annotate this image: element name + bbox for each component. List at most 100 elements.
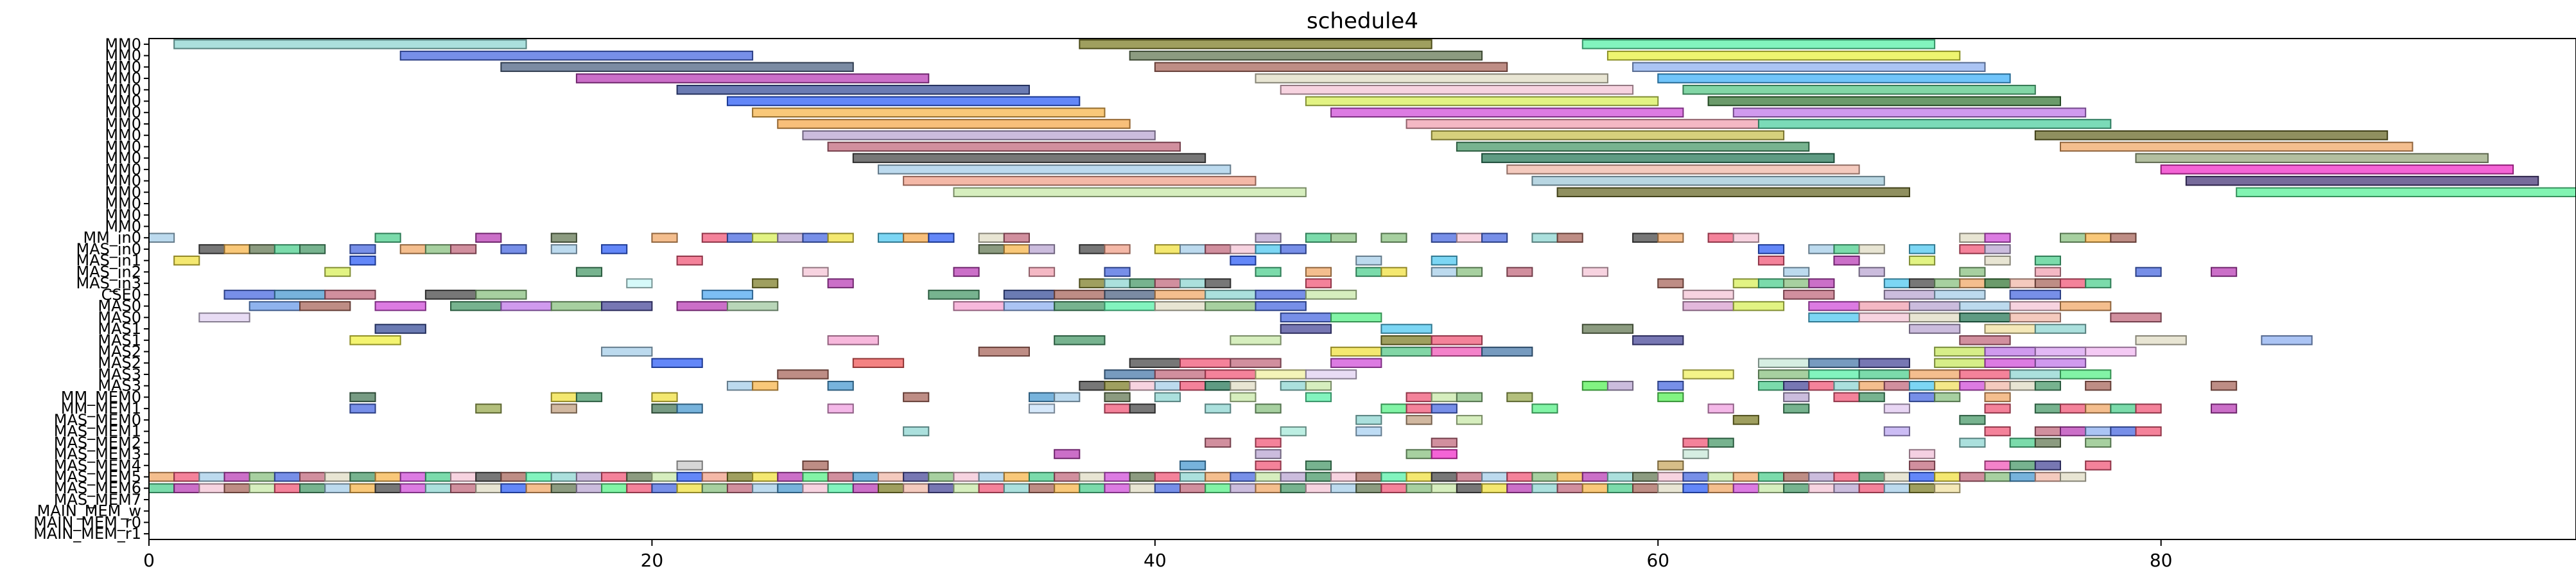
schedule-bar <box>1230 255 1257 266</box>
schedule-bar <box>2009 290 2061 300</box>
schedule-bar <box>2211 403 2238 414</box>
schedule-bar <box>1883 290 1936 300</box>
schedule-bar <box>1380 403 1407 414</box>
schedule-bar <box>1380 335 1432 346</box>
schedule-bar <box>1908 369 1961 380</box>
schedule-bar <box>1129 471 1156 482</box>
schedule-bar <box>1330 471 1357 482</box>
schedule-bar <box>1104 483 1131 493</box>
schedule-bar <box>978 483 1005 493</box>
schedule-bar <box>1757 471 1785 482</box>
schedule-bar <box>148 483 175 493</box>
schedule-bar <box>676 483 703 493</box>
schedule-bar <box>1305 369 1357 380</box>
schedule-bar <box>953 471 980 482</box>
schedule-bar <box>1531 483 1558 493</box>
schedule-bar <box>2034 130 2389 141</box>
y-tick-label: MAS_in1 <box>76 252 141 270</box>
schedule-bar <box>777 119 1131 129</box>
schedule-bar <box>1431 255 1458 266</box>
schedule-bar <box>1883 426 1910 437</box>
y-tick-label: MM0 <box>105 161 141 179</box>
schedule-bar <box>1858 471 1885 482</box>
schedule-bar <box>2160 164 2514 175</box>
schedule-bar <box>1154 278 1181 288</box>
schedule-bar <box>1808 278 1835 288</box>
schedule-bar <box>601 244 628 254</box>
schedule-bar <box>1984 255 2011 266</box>
schedule-bar <box>198 471 225 482</box>
schedule-bar <box>2135 426 2162 437</box>
schedule-bar <box>651 392 678 403</box>
schedule-bar <box>1255 244 1282 254</box>
schedule-bar <box>928 483 955 493</box>
schedule-bar <box>1657 73 2011 83</box>
schedule-bar <box>1330 346 1382 357</box>
schedule-bar <box>1682 483 1709 493</box>
schedule-bar <box>1934 483 1961 493</box>
schedule-bar <box>1581 267 1608 277</box>
x-tick-label: 40 <box>1144 550 1167 571</box>
schedule-bar <box>978 471 1005 482</box>
schedule-bar <box>1230 392 1257 403</box>
schedule-bar <box>248 301 301 311</box>
schedule-bar <box>1255 290 1307 300</box>
y-tick-label: MM0 <box>105 127 141 144</box>
schedule-bar <box>1330 232 1357 243</box>
schedule-bar <box>299 471 326 482</box>
schedule-bar <box>2034 426 2061 437</box>
schedule-bar <box>1305 267 1332 277</box>
schedule-bar <box>676 403 703 414</box>
schedule-bar <box>2059 278 2087 288</box>
schedule-bar <box>626 483 653 493</box>
y-tick-label: CSE0 <box>101 286 141 304</box>
schedule-bar <box>2185 175 2539 186</box>
schedule-bar <box>852 153 1206 163</box>
schedule-bar <box>1858 369 1910 380</box>
schedule-bar <box>903 483 930 493</box>
schedule-bar <box>2009 312 2061 323</box>
schedule-bar <box>1858 358 1910 368</box>
schedule-bar <box>2034 278 2061 288</box>
schedule-bar <box>1657 471 1684 482</box>
schedule-bar <box>1431 130 1785 141</box>
schedule-bar <box>1380 267 1407 277</box>
schedule-bar <box>1431 346 1483 357</box>
schedule-bar <box>802 483 829 493</box>
x-axis: 0 20 40 60 80 <box>143 539 2172 571</box>
schedule-bar <box>1632 471 1659 482</box>
schedule-bar <box>676 301 728 311</box>
schedule-bar <box>953 301 1005 311</box>
y-tick-label: MAS_MEM4 <box>54 457 141 475</box>
schedule-bar <box>1079 483 1106 493</box>
schedule-bar <box>2034 437 2061 448</box>
schedule-bar <box>1757 278 1785 288</box>
schedule-bar <box>525 483 552 493</box>
schedule-bar <box>1808 312 1860 323</box>
schedule-bar <box>827 335 879 346</box>
y-tick-label: MAS0 <box>98 308 141 326</box>
schedule-bar <box>500 471 527 482</box>
schedule-bar <box>1707 96 2061 107</box>
schedule-bar <box>1934 380 1961 391</box>
schedule-bar <box>1154 369 1206 380</box>
schedule-bar <box>1205 369 1257 380</box>
schedule-bar <box>1657 380 1684 391</box>
schedule-bar <box>374 232 401 243</box>
schedule-bar <box>953 187 1307 198</box>
schedule-bar <box>1280 471 1307 482</box>
schedule-bar <box>1481 153 1835 163</box>
schedule-bar <box>1280 312 1332 323</box>
schedule-bar <box>1632 335 1684 346</box>
schedule-bar <box>1104 380 1131 391</box>
schedule-bar <box>248 483 275 493</box>
schedule-bar <box>651 232 678 243</box>
schedule-bar <box>1883 278 1910 288</box>
schedule-bar <box>726 301 779 311</box>
schedule-bar <box>1858 312 1910 323</box>
schedule-bar <box>1606 50 1961 61</box>
y-tick-label: MAS_MEM7 <box>54 491 141 509</box>
schedule-bar <box>1054 449 1081 459</box>
schedule-bar <box>701 232 728 243</box>
schedule-bar <box>1556 483 1583 493</box>
